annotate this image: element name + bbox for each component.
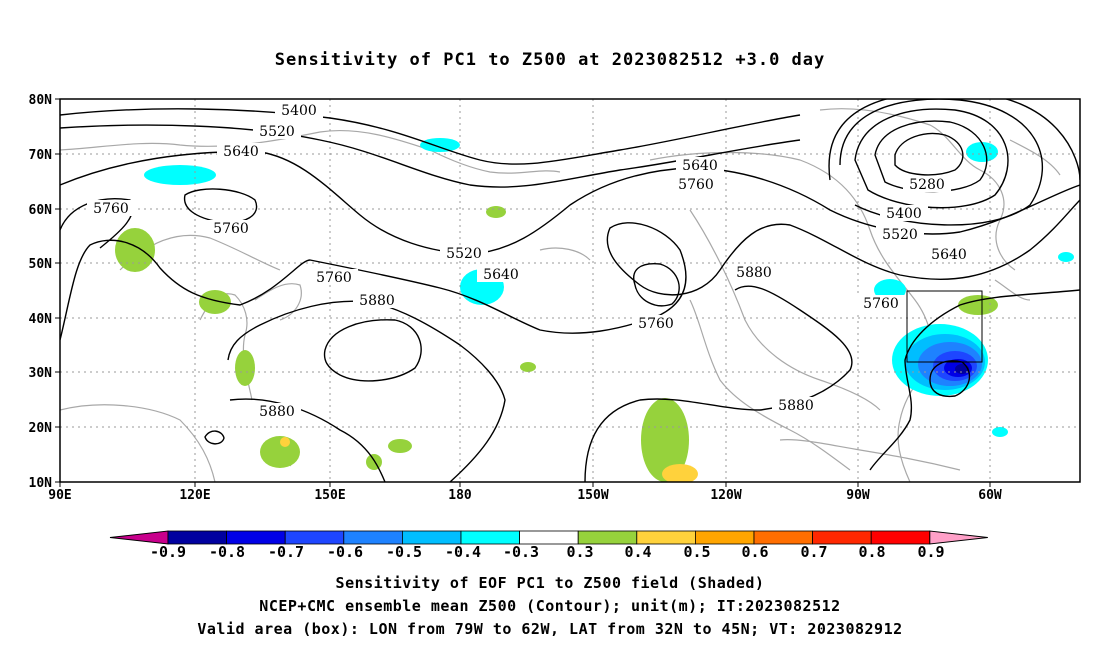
lon-label: 90W (846, 488, 870, 503)
svg-text:5760: 5760 (93, 201, 129, 217)
svg-text:5520: 5520 (259, 124, 295, 140)
lat-label: 30N (29, 366, 53, 381)
lat-axis: 80N 70N 60N 50N 40N 30N 20N 10N (29, 93, 60, 491)
contour-label: 5400 (275, 102, 323, 119)
svg-text:5520: 5520 (446, 246, 482, 262)
colorbar-label: 0.6 (741, 543, 768, 561)
svg-text:5640: 5640 (223, 144, 259, 160)
contour-label: 5880 (353, 292, 401, 309)
svg-text:5880: 5880 (259, 404, 295, 420)
contour-label: 5520 (440, 245, 488, 262)
lon-label: 150E (314, 488, 345, 503)
contour-label: 5760 (310, 269, 358, 286)
svg-text:5880: 5880 (359, 293, 395, 309)
lat-label: 20N (29, 421, 53, 436)
contour-label: 5400 (880, 205, 928, 222)
svg-text:5640: 5640 (931, 247, 967, 263)
colorbar-label: 0.9 (917, 543, 944, 561)
contour-label: 5760 (857, 295, 905, 312)
svg-text:5400: 5400 (886, 206, 922, 222)
svg-text:5640: 5640 (483, 267, 519, 283)
lat-label: 60N (29, 203, 53, 218)
contour-label: 5880 (772, 397, 820, 414)
figure-title: Sensitivity of PC1 to Z500 at 2023082512… (274, 50, 826, 70)
colorbar-label: 0.3 (566, 543, 593, 561)
lon-label: 120W (710, 488, 741, 503)
lon-label: 180 (448, 488, 472, 503)
contour-label: 5760 (87, 200, 135, 217)
lon-label: 90E (48, 488, 71, 503)
colorbar-label: -0.5 (386, 543, 422, 561)
svg-text:5760: 5760 (863, 296, 899, 312)
colorbar-label: -0.9 (150, 543, 186, 561)
map-panel: 5400 5520 5640 5760 5760 5280 5640 5760 … (60, 99, 1080, 482)
lat-label: 10N (29, 476, 53, 491)
svg-text:5760: 5760 (638, 316, 674, 332)
lon-label: 60W (978, 488, 1002, 503)
colorbar-label: 0.4 (624, 543, 651, 561)
colorbar (109, 530, 988, 545)
contour-label: 5760 (207, 220, 255, 237)
colorbar-right-arrow (929, 530, 988, 545)
svg-text:5520: 5520 (882, 227, 918, 243)
colorbar-label: -0.3 (503, 543, 539, 561)
colorbar-label: -0.7 (268, 543, 304, 561)
contour-label: 5640 (217, 143, 265, 160)
contour-label: 5880 (253, 403, 301, 420)
caption-contour: NCEP+CMC ensemble mean Z500 (Contour); u… (259, 597, 841, 615)
contour-label: 5760 (632, 315, 680, 332)
colorbar-label: -0.6 (327, 543, 363, 561)
lon-label: 120E (179, 488, 210, 503)
coastlines (60, 108, 1061, 482)
svg-text:5760: 5760 (213, 221, 249, 237)
colorbar-label: 0.8 (858, 543, 885, 561)
contour-label: 5640 (477, 266, 525, 283)
colorbar-label: -0.8 (209, 543, 245, 561)
lat-label: 40N (29, 312, 53, 327)
colorbar-labels: -0.9 -0.8 -0.7 -0.6 -0.5 -0.4 -0.3 0.3 0… (150, 543, 945, 561)
lat-label: 50N (29, 257, 53, 272)
contour-label: 5280 (903, 176, 951, 193)
lat-label: 70N (29, 148, 53, 163)
contour-label: 5520 (253, 123, 301, 140)
contour-label: 5640 (676, 157, 724, 174)
contour-label: 5520 (876, 226, 924, 243)
svg-text:5400: 5400 (281, 103, 317, 119)
contour-label: 5640 (925, 246, 973, 263)
svg-text:5880: 5880 (778, 398, 814, 414)
colorbar-label: -0.4 (445, 543, 481, 561)
grid-lines (60, 99, 1080, 482)
lon-axis: 90E 120E 150E 180 150W 120W 90W 60W (48, 482, 1002, 503)
svg-text:5280: 5280 (909, 177, 945, 193)
valid-area-box (906, 290, 983, 363)
lon-label: 150W (577, 488, 608, 503)
colorbar-label: 0.7 (800, 543, 827, 561)
contour-label: 5880 (730, 264, 778, 281)
svg-text:5640: 5640 (682, 158, 718, 174)
contour-label: 5760 (672, 176, 720, 193)
svg-text:5760: 5760 (678, 177, 714, 193)
svg-text:5760: 5760 (316, 270, 352, 286)
lat-label: 80N (29, 93, 53, 108)
caption-shading: Sensitivity of EOF PC1 to Z500 field (Sh… (335, 574, 765, 592)
svg-text:5880: 5880 (736, 265, 772, 281)
caption-valid-area: Valid area (box): LON from 79W to 62W, L… (197, 620, 903, 638)
map-frame (59, 98, 1081, 483)
colorbar-label: 0.5 (683, 543, 710, 561)
